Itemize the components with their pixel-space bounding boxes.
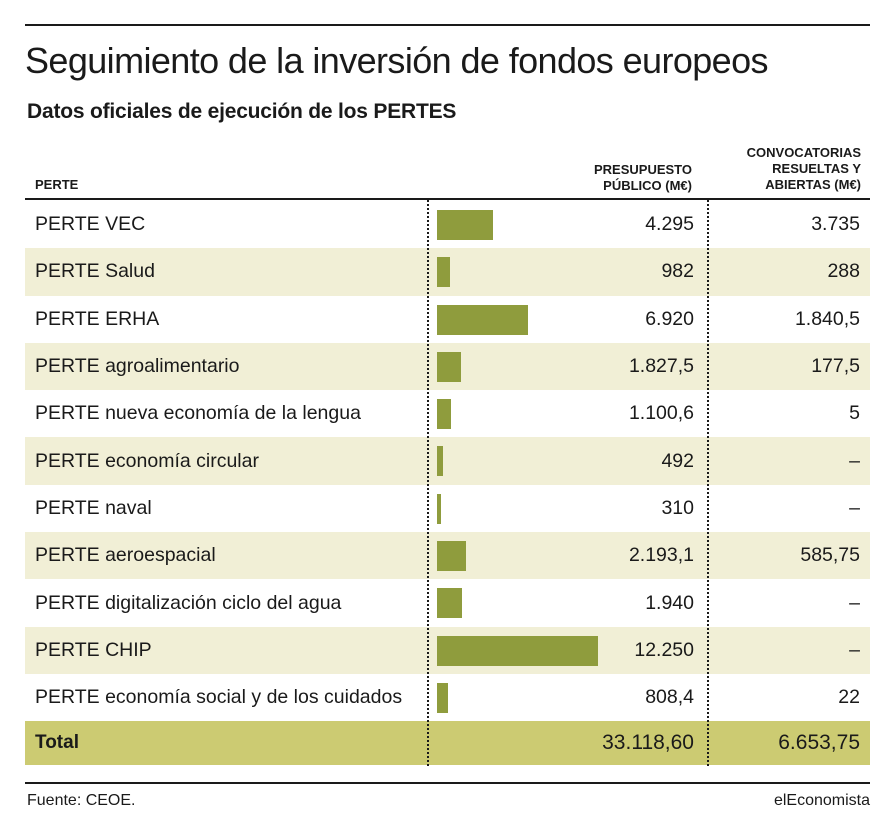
presupuesto-value: 6.920 xyxy=(645,307,694,330)
convocatorias-value: 177,5 xyxy=(811,355,860,378)
source-note: Fuente: CEOE. xyxy=(27,792,136,809)
presupuesto-bar xyxy=(437,588,463,619)
presupuesto-value: 1.827,5 xyxy=(628,355,694,378)
perte-name: PERTE nueva economía de la lengua xyxy=(35,402,361,425)
table-row: PERTE agroalimentario 1.827,5 177,5 xyxy=(25,342,870,391)
table-row: PERTE ERHA 6.920 1.840,5 xyxy=(25,296,870,343)
table-row: PERTE economía social y de los cuidados 8… xyxy=(25,674,870,721)
presupuesto-bar xyxy=(437,446,444,477)
convocatorias-value: 3.735 xyxy=(811,213,860,236)
convocatorias-value: 288 xyxy=(827,260,860,283)
column-header-perte: PERTE xyxy=(35,177,79,192)
presupuesto-value: 808,4 xyxy=(645,686,694,709)
presupuesto-bar xyxy=(437,682,448,713)
convocatorias-value: 5 xyxy=(849,402,860,425)
presupuesto-value: 1.940 xyxy=(645,591,694,614)
convocatorias-value: – xyxy=(849,496,860,519)
presupuesto-bar xyxy=(437,257,450,288)
top-rule xyxy=(25,24,870,26)
perte-name: PERTE agroalimentario xyxy=(35,355,240,378)
convocatorias-value: – xyxy=(849,591,860,614)
presupuesto-bar xyxy=(437,541,466,572)
table-row: PERTE aeroespacial 2.193,1 585,75 xyxy=(25,532,870,580)
presupuesto-value: 492 xyxy=(661,449,694,472)
table-row: PERTE CHIP 12.250 – xyxy=(25,626,870,674)
column-header-convocatorias-line1: CONVOCATORIAS xyxy=(746,145,861,160)
presupuesto-bar xyxy=(437,399,452,430)
presupuesto-value: 12.250 xyxy=(634,638,694,661)
total-convocatorias-value: 6.653,75 xyxy=(778,731,860,755)
presupuesto-value: 4.295 xyxy=(645,213,694,236)
perte-name: PERTE VEC xyxy=(35,213,146,236)
chart-subtitle: Datos oficiales de ejecución de los PERT… xyxy=(27,100,457,123)
presupuesto-bar xyxy=(437,210,494,240)
column-header-convocatorias-line3: ABIERTAS (M€) xyxy=(765,177,861,192)
presupuesto-bar xyxy=(437,635,598,666)
perte-name: PERTE economía social y de los cuidados xyxy=(35,686,403,709)
perte-name: PERTE ERHA xyxy=(35,307,160,330)
convocatorias-value: – xyxy=(849,449,860,472)
presupuesto-value: 310 xyxy=(661,496,694,519)
presupuesto-bar xyxy=(437,351,462,382)
total-presupuesto-value: 33.118,60 xyxy=(602,731,694,755)
perte-name: PERTE digitalización ciclo del agua xyxy=(35,591,342,614)
bottom-rule xyxy=(25,782,870,784)
presupuesto-value: 982 xyxy=(661,260,694,283)
presupuesto-bar xyxy=(437,304,528,335)
convocatorias-value: – xyxy=(849,638,860,661)
table-row: PERTE naval 310 – xyxy=(25,485,870,532)
perte-name: PERTE aeroespacial xyxy=(35,544,216,567)
table-row: PERTE Salud 982 288 xyxy=(25,248,870,296)
convocatorias-value: 585,75 xyxy=(800,544,860,567)
table-row: PERTE economía circular 492 – xyxy=(25,437,870,485)
column-header-presupuesto-line2: PÚBLICO (M€) xyxy=(603,178,692,193)
total-label: Total xyxy=(35,732,79,754)
presupuesto-bar xyxy=(437,493,442,524)
column-header-convocatorias-line2: RESUELTAS Y xyxy=(772,161,861,176)
column-header-convocatorias: CONVOCATORIAS RESUELTAS Y ABIERTAS (M€) xyxy=(747,145,861,193)
table-row: PERTE nueva economía de la lengua 1.100,6… xyxy=(25,390,870,437)
chart-title: Seguimiento de la inversión de fondos eu… xyxy=(25,40,769,81)
table-row: PERTE digitalización ciclo del agua 1.940… xyxy=(25,579,870,626)
perte-name: PERTE CHIP xyxy=(35,638,152,661)
perte-table: PERTE VEC 4.295 3.735 PERTE Salud 982 288 PERT… xyxy=(25,201,870,766)
table-row: PERTE VEC 4.295 3.735 xyxy=(25,201,870,248)
perte-name: PERTE Salud xyxy=(35,260,155,283)
convocatorias-value: 22 xyxy=(838,686,860,709)
column-header-presupuesto: PRESUPUESTO PÚBLICO (M€) xyxy=(594,162,692,194)
convocatorias-value: 1.840,5 xyxy=(794,307,860,330)
perte-name: PERTE economía circular xyxy=(35,449,259,472)
column-divider-bars xyxy=(427,200,429,766)
presupuesto-value: 2.193,1 xyxy=(628,544,694,567)
header-rule xyxy=(25,198,870,200)
perte-name: PERTE naval xyxy=(35,496,152,519)
brand-label: elEconomista xyxy=(773,792,870,809)
column-header-presupuesto-line1: PRESUPUESTO xyxy=(593,162,692,177)
column-divider-convocatorias xyxy=(707,200,709,766)
total-row: Total 33.118,60 6.653,75 xyxy=(25,721,870,766)
presupuesto-value: 1.100,6 xyxy=(628,402,694,425)
